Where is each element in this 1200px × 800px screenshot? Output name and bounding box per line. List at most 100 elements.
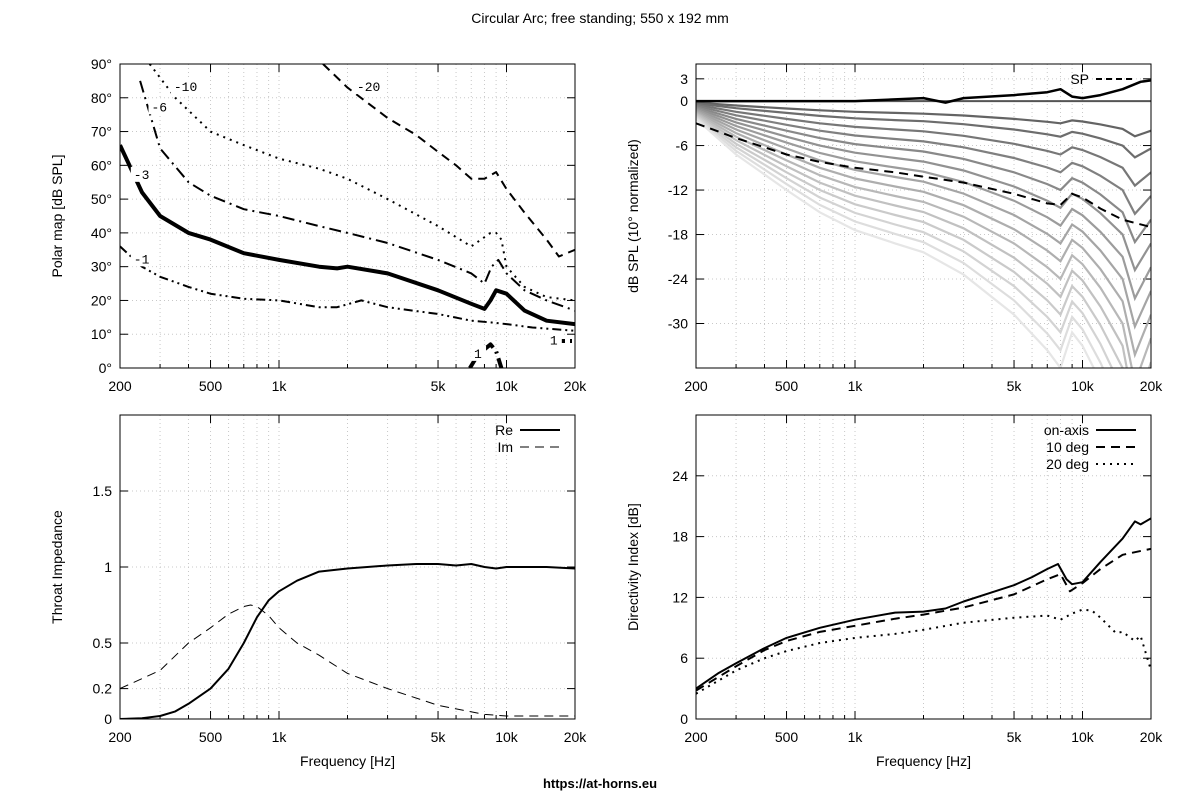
y-tick-label: 10° bbox=[91, 326, 112, 342]
y-tick-label: 30° bbox=[91, 259, 112, 275]
legend-label: on-axis bbox=[1044, 422, 1089, 438]
chart-impedance: 200 500 1k 5k 10k 20k 0 0.2 0.5 1 1.5 Throat Impeda… bbox=[49, 414, 588, 769]
plot-frame bbox=[119, 414, 576, 720]
x-axis-label: Frequency [Hz] bbox=[300, 753, 395, 769]
y-tick-label: 0 bbox=[104, 711, 112, 727]
contour-label-bg bbox=[148, 99, 173, 115]
y-tick-label: 70° bbox=[91, 124, 112, 140]
y-tick-label: -12 bbox=[668, 182, 688, 198]
chart-spl: 200 500 1k 5k 10k 20k 3 0 -6 -12 -18 -24 -30 dB SPL (… bbox=[625, 63, 1163, 394]
plot-frame bbox=[695, 414, 1152, 720]
x-tick-label: 20k bbox=[1140, 729, 1164, 745]
polar-response-70deg bbox=[696, 113, 1151, 368]
x-tick-label: 10k bbox=[1071, 729, 1095, 745]
contour-label: -10 bbox=[174, 80, 197, 95]
series-20 deg bbox=[696, 608, 1151, 695]
x-tick-label: 500 bbox=[775, 729, 799, 745]
polar-response-60deg bbox=[696, 110, 1151, 359]
series--6 bbox=[139, 80, 575, 312]
polar-response-40deg bbox=[696, 105, 1151, 245]
x-tick-label: 1k bbox=[272, 378, 288, 394]
y-tick-label: -6 bbox=[676, 138, 689, 154]
polar-response-30deg bbox=[696, 103, 1151, 188]
series--3 bbox=[120, 144, 575, 327]
y-tick-label: -30 bbox=[668, 316, 688, 332]
contour-label-bg bbox=[546, 332, 562, 348]
x-tick-label: 200 bbox=[108, 378, 132, 394]
contour-label: 1 bbox=[550, 333, 558, 348]
plot-frame bbox=[695, 63, 1152, 369]
x-tick-label: 5k bbox=[1007, 729, 1023, 745]
x-tick-label: 1k bbox=[272, 729, 288, 745]
y-tick-label: 3 bbox=[680, 71, 688, 87]
legend-label: 10 deg bbox=[1046, 439, 1089, 455]
axis-ticks: 200 500 1k 5k 10k 20k 0 6 12 18 24 bbox=[672, 415, 1163, 745]
x-tick-label: 10k bbox=[1071, 378, 1095, 394]
y-tick-label: 12 bbox=[672, 589, 688, 605]
polar-response-85deg bbox=[696, 116, 1105, 368]
polar-response-25deg bbox=[696, 102, 1151, 159]
polar-response-45deg bbox=[696, 107, 1151, 273]
y-tick-label: 0.2 bbox=[93, 681, 113, 697]
series-10 deg bbox=[696, 547, 1151, 692]
x-tick-label: 200 bbox=[684, 378, 708, 394]
legend-label: Re bbox=[495, 422, 513, 438]
contour-label: -6 bbox=[151, 100, 167, 115]
axis-ticks: 200 500 1k 5k 10k 20k 0° 10° 20° 30° 40° 50° 60° 70° 8… bbox=[91, 56, 587, 394]
y-axis-label: Directivity Index [dB] bbox=[625, 503, 641, 631]
y-axis-label: Throat Impedance bbox=[49, 510, 65, 624]
x-tick-label: 500 bbox=[199, 729, 223, 745]
y-tick-label: 1.5 bbox=[93, 483, 113, 499]
x-tick-label: 500 bbox=[775, 378, 799, 394]
y-tick-label: 0.5 bbox=[93, 635, 113, 651]
legend: SP bbox=[1070, 71, 1133, 87]
y-tick-label: 1 bbox=[104, 559, 112, 575]
axis-ticks: 200 500 1k 5k 10k 20k 0 0.2 0.5 1 1.5 bbox=[93, 415, 588, 745]
x-tick-label: 5k bbox=[431, 378, 447, 394]
contour-label: -20 bbox=[357, 80, 380, 95]
polar-response-35deg bbox=[696, 104, 1151, 216]
series--1 bbox=[120, 245, 575, 332]
polar-response-90deg bbox=[696, 118, 1095, 368]
x-tick-label: 200 bbox=[108, 729, 132, 745]
y-tick-label: 0 bbox=[680, 711, 688, 727]
y-tick-label: -24 bbox=[668, 271, 688, 287]
legend-label: 20 deg bbox=[1046, 456, 1089, 472]
grid bbox=[120, 415, 575, 719]
contour-label: -3 bbox=[134, 168, 150, 183]
polar-response-20deg bbox=[696, 101, 1151, 138]
on-axis-response bbox=[696, 79, 1151, 104]
series-Re bbox=[120, 563, 575, 719]
x-tick-label: 1k bbox=[848, 729, 864, 745]
plot-area bbox=[696, 79, 1151, 368]
x-tick-label: 10k bbox=[495, 729, 519, 745]
polar-response-50deg bbox=[696, 108, 1151, 302]
contour-label-bg bbox=[353, 79, 387, 95]
y-tick-label: 60° bbox=[91, 157, 112, 173]
y-tick-label: 90° bbox=[91, 56, 112, 72]
polar-response-80deg bbox=[696, 115, 1114, 368]
contour-label-bg bbox=[130, 251, 155, 267]
legend-label: Im bbox=[497, 439, 513, 455]
contour-label-bg bbox=[130, 166, 155, 182]
y-axis-label: Polar map [dB SPL] bbox=[49, 155, 65, 278]
x-tick-label: 20k bbox=[564, 729, 588, 745]
series-on-axis bbox=[696, 517, 1151, 690]
chart-title: Circular Arc; free standing; 550 x 192 m… bbox=[471, 10, 729, 26]
y-tick-label: 80° bbox=[91, 90, 112, 106]
y-tick-label: 0 bbox=[680, 93, 688, 109]
grid bbox=[120, 64, 575, 368]
chart-di: 200 500 1k 5k 10k 20k 0 6 12 18 24 Directivity Inde… bbox=[625, 414, 1163, 769]
series-Im bbox=[120, 604, 575, 717]
y-tick-label: 50° bbox=[91, 191, 112, 207]
footer-url: https://at-horns.eu bbox=[542, 776, 658, 791]
x-axis-label: Frequency [Hz] bbox=[876, 753, 971, 769]
plot-area bbox=[696, 517, 1151, 695]
contour-label-bg bbox=[471, 345, 487, 361]
y-tick-label: -18 bbox=[668, 227, 688, 243]
axis-ticks: 200 500 1k 5k 10k 20k 3 0 -6 -12 -18 -24 -30 bbox=[668, 64, 1163, 394]
